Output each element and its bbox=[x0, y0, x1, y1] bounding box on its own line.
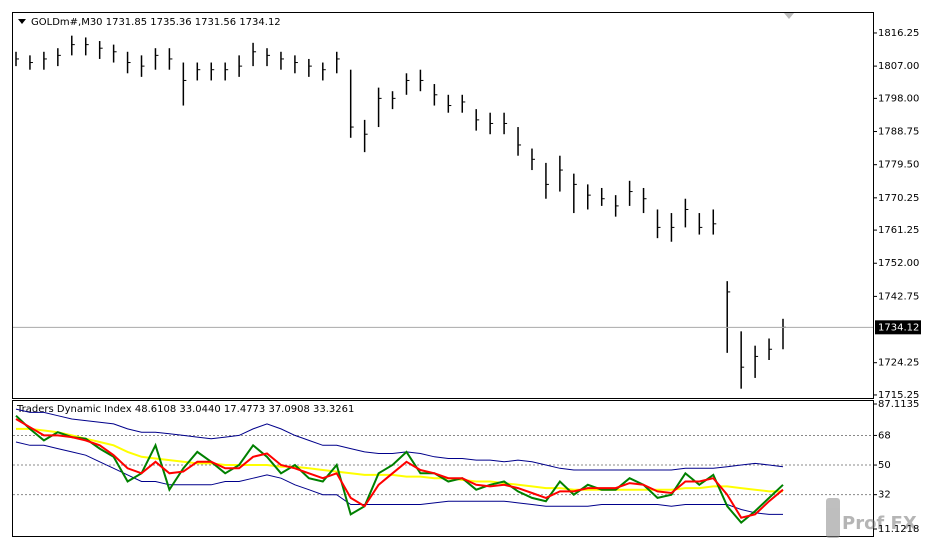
symbol-header: GOLDm#,M30 1731.85 1735.36 1731.56 1734.… bbox=[31, 17, 281, 28]
watermark-text: Prof FX bbox=[842, 513, 917, 534]
y-tick-label: 1715.25 bbox=[878, 390, 919, 401]
watermark: Prof FX bbox=[826, 498, 917, 538]
menu-arrow[interactable] bbox=[18, 19, 26, 24]
indicator-panel bbox=[12, 400, 874, 537]
y-tick-label: 1742.75 bbox=[878, 291, 919, 302]
watermark-icon bbox=[826, 498, 840, 538]
indicator-line bbox=[15, 414, 784, 524]
y-tick-label: 50 bbox=[878, 460, 891, 471]
bid-label: 1734.12 bbox=[878, 322, 919, 333]
y-tick-label: 1761.25 bbox=[878, 225, 919, 236]
indicator-line bbox=[15, 418, 784, 519]
indicator-line bbox=[15, 441, 783, 515]
y-tick-label: 1770.25 bbox=[878, 193, 919, 204]
y-tick-label: 11.1218 bbox=[878, 524, 919, 535]
indicator-line bbox=[15, 408, 784, 471]
y-tick-label: 87.1135 bbox=[878, 399, 919, 410]
y-tick-label: 1807.00 bbox=[878, 61, 919, 72]
indicator-header: Traders Dynamic Index 48.6108 33.0440 17… bbox=[16, 404, 354, 415]
y-tick-label: 32 bbox=[878, 490, 891, 501]
y-tick-label: 1724.25 bbox=[878, 358, 919, 369]
y-tick-label: 1779.50 bbox=[878, 160, 919, 171]
price-panel bbox=[12, 12, 874, 399]
y-tick-label: 1816.25 bbox=[878, 28, 919, 39]
bid-label-box bbox=[875, 320, 921, 335]
y-tick-label: 1798.00 bbox=[878, 93, 919, 104]
y-tick-label: 68 bbox=[878, 430, 891, 441]
shift-marker[interactable] bbox=[784, 13, 794, 19]
y-tick-label: 1788.75 bbox=[878, 127, 919, 138]
y-tick-label: 1752.00 bbox=[878, 258, 919, 269]
